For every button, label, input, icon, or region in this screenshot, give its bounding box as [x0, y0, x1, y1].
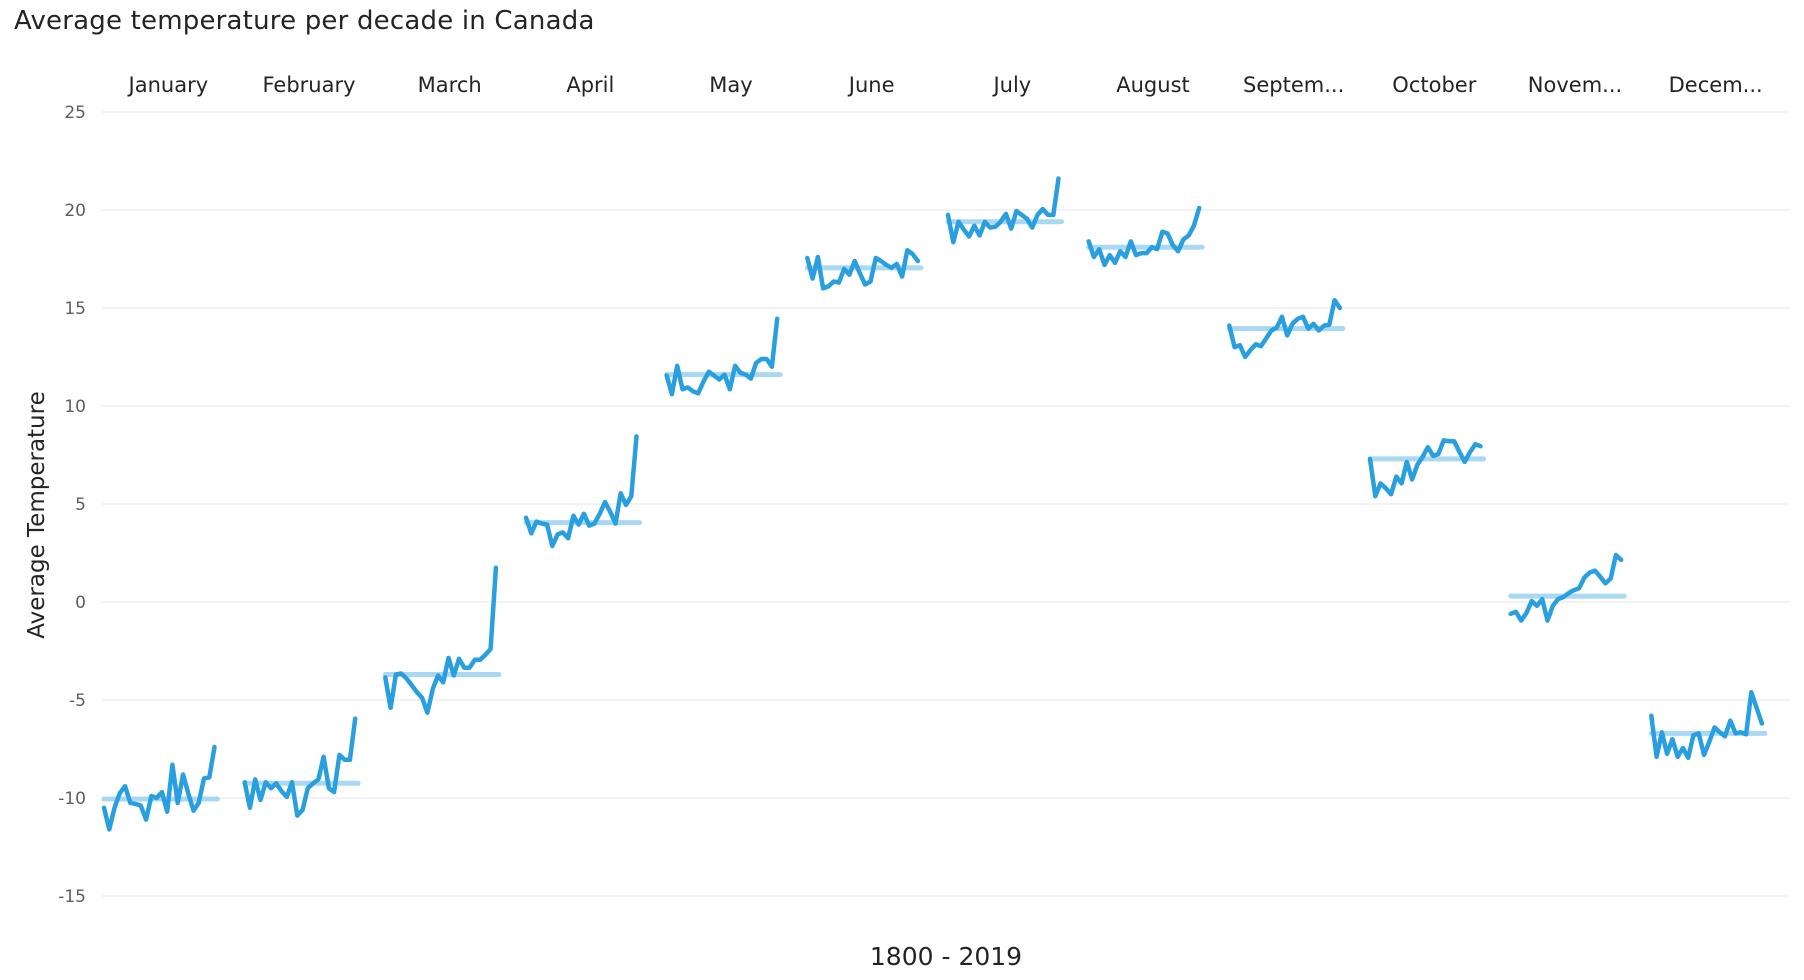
temperature-line[interactable] — [1227, 297, 1343, 360]
month-header: October — [1392, 73, 1476, 97]
temperature-line[interactable] — [101, 744, 217, 832]
month-header: Novem... — [1528, 73, 1622, 97]
temperature-line[interactable] — [383, 565, 499, 715]
y-tick-label: 25 — [64, 103, 86, 123]
y-tick-label: -10 — [58, 789, 86, 809]
series-lines — [101, 176, 1768, 832]
y-tick-label: -15 — [58, 887, 86, 907]
chart-title: Average temperature per decade in Canada — [14, 6, 595, 36]
month-header: July — [991, 73, 1031, 97]
month-header: Decem... — [1669, 73, 1763, 97]
x-axis-title: 1800 - 2019 — [870, 942, 1022, 971]
temperature-line[interactable] — [523, 434, 639, 549]
temperature-line[interactable] — [1508, 552, 1624, 623]
y-tick-label: 5 — [75, 495, 86, 515]
y-axis-title: Average Temperature — [24, 391, 50, 638]
month-header: January — [127, 73, 209, 97]
temperature-line[interactable] — [1649, 689, 1765, 761]
temperature-line[interactable] — [242, 716, 358, 818]
month-header: June — [847, 73, 895, 97]
y-tick-label: -5 — [69, 691, 86, 711]
month-header: April — [566, 73, 614, 97]
month-header: Septem... — [1243, 73, 1344, 97]
y-axis-ticks: 25 20 15 10 5 0 -5 -10 -15 — [58, 103, 86, 907]
temperature-line[interactable] — [945, 176, 1061, 245]
temperature-line[interactable] — [1086, 205, 1202, 268]
y-tick-label: 0 — [75, 593, 86, 613]
temperature-line[interactable] — [664, 316, 780, 397]
gridlines — [102, 111, 1790, 897]
month-header: March — [418, 73, 482, 97]
y-tick-label: 20 — [64, 201, 86, 221]
y-tick-label: 15 — [64, 299, 86, 319]
y-tick-label: 10 — [64, 397, 86, 417]
temperature-line[interactable] — [1367, 438, 1483, 499]
month-headers: January February March April May June July Augu… — [127, 73, 1763, 97]
month-header: February — [262, 73, 355, 97]
month-header: August — [1116, 73, 1190, 97]
temperature-line[interactable] — [805, 247, 921, 291]
month-header: May — [709, 73, 752, 97]
